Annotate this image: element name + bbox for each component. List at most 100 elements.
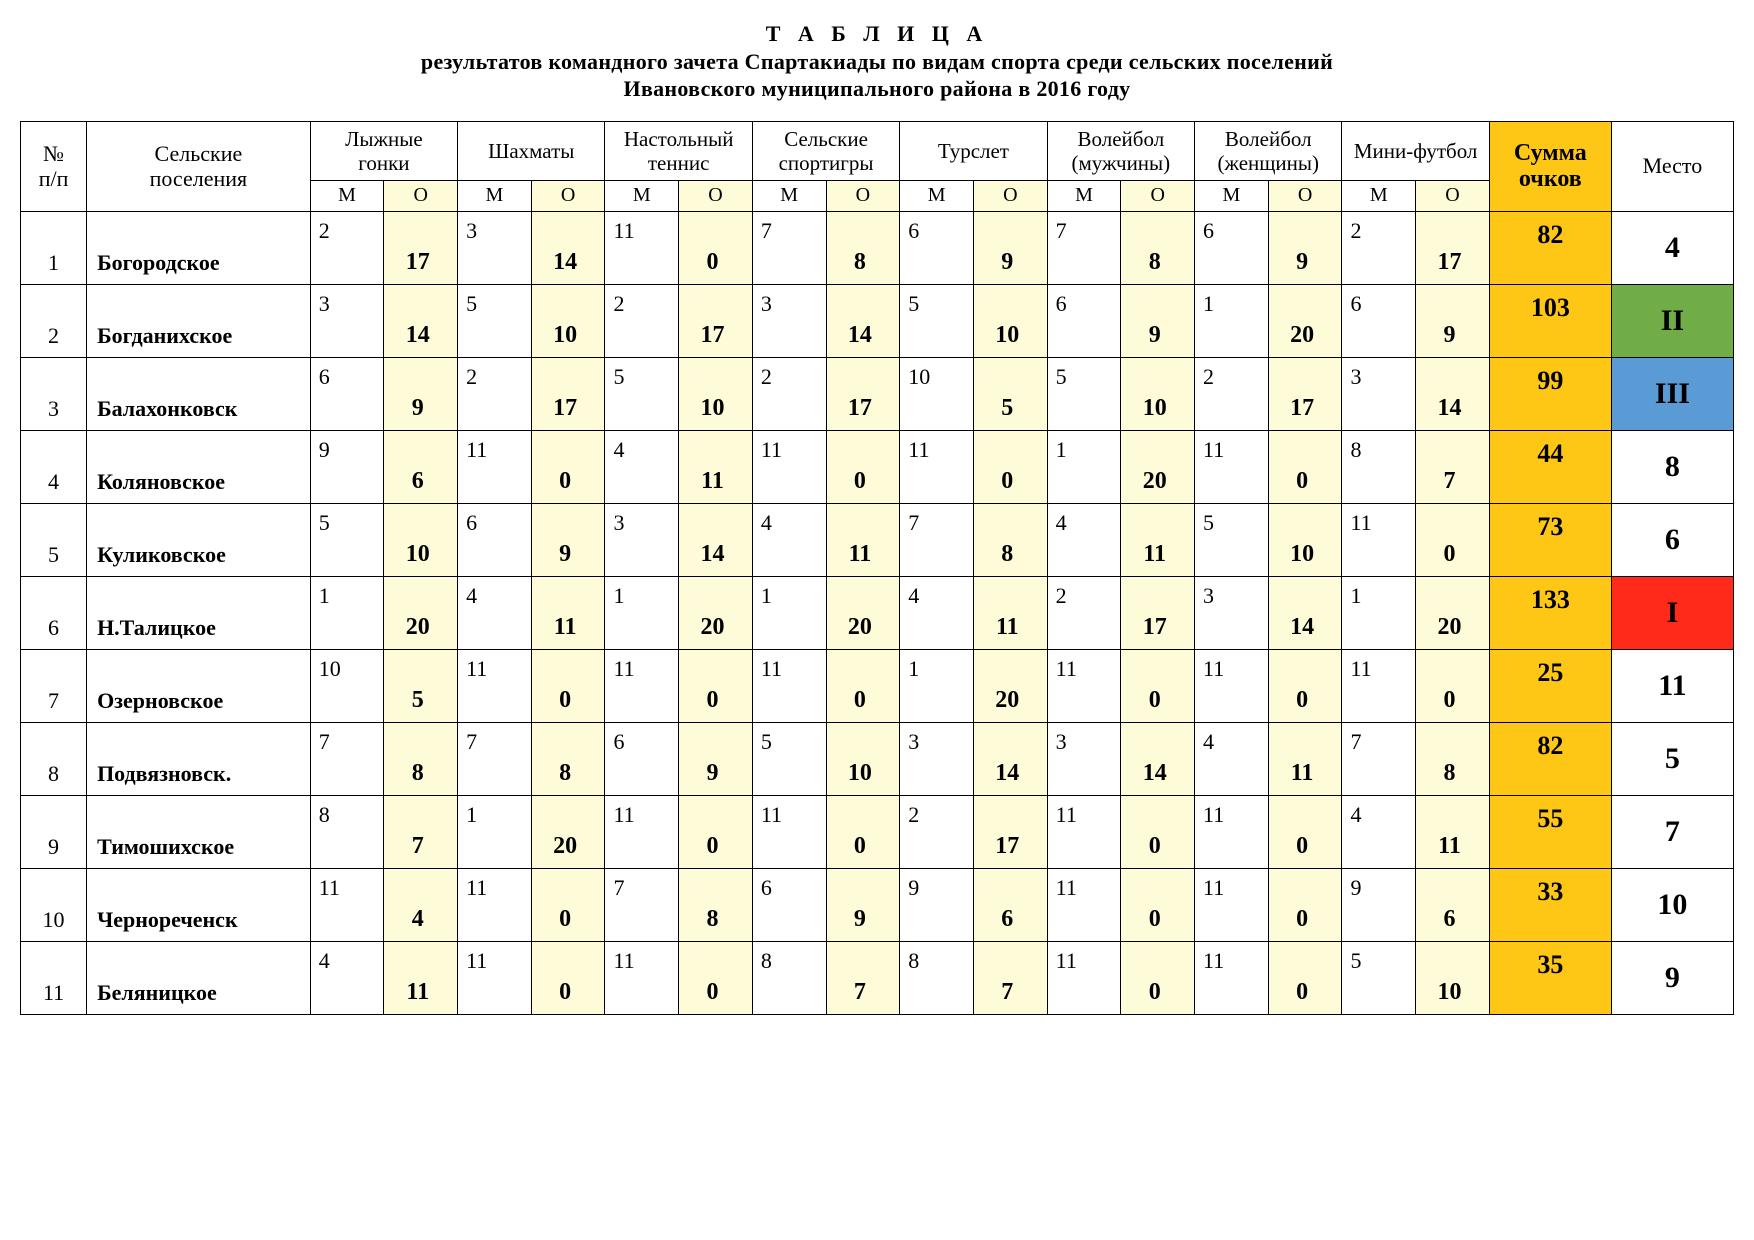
- cell-m: 11: [1342, 503, 1416, 576]
- cell-m: 11: [1195, 430, 1269, 503]
- cell-o: 10: [1416, 941, 1490, 1014]
- cell-o: 0: [1121, 649, 1195, 722]
- cell-o: 10: [384, 503, 458, 576]
- cell-o: 8: [384, 722, 458, 795]
- cell-o: 8: [531, 722, 605, 795]
- cell-o: 9: [973, 211, 1047, 284]
- cell-name: Богородское: [87, 211, 311, 284]
- cell-sum: 55: [1489, 795, 1611, 868]
- table-row: 9Тимошихское87120110110217110110411557: [21, 795, 1734, 868]
- cell-o: 0: [679, 795, 753, 868]
- cell-m: 5: [900, 284, 974, 357]
- cell-o: 20: [679, 576, 753, 649]
- cell-m: 4: [458, 576, 532, 649]
- cell-o: 14: [826, 284, 900, 357]
- cell-name: Коляновское: [87, 430, 311, 503]
- cell-m: 2: [1195, 357, 1269, 430]
- cell-o: 9: [531, 503, 605, 576]
- cell-m: 3: [310, 284, 384, 357]
- cell-m: 1: [1342, 576, 1416, 649]
- cell-o: 10: [1268, 503, 1342, 576]
- cell-m: 3: [752, 284, 826, 357]
- table-row: 10Чернореченск114110786996110110963310: [21, 868, 1734, 941]
- table-row: 2Богданихское3145102173145106912069103II: [21, 284, 1734, 357]
- cell-o: 14: [1268, 576, 1342, 649]
- title-line-1: Т А Б Л И Ц А: [20, 20, 1734, 48]
- cell-place: 4: [1611, 211, 1733, 284]
- cell-o: 10: [1121, 357, 1195, 430]
- cell-m: 8: [310, 795, 384, 868]
- cell-o: 0: [973, 430, 1047, 503]
- cell-o: 6: [1416, 868, 1490, 941]
- cell-m: 11: [458, 430, 532, 503]
- cell-sum: 103: [1489, 284, 1611, 357]
- cell-m: 2: [1047, 576, 1121, 649]
- cell-o: 0: [531, 430, 605, 503]
- cell-m: 2: [752, 357, 826, 430]
- cell-o: 14: [679, 503, 753, 576]
- cell-m: 7: [1047, 211, 1121, 284]
- header-sub-o-5: О: [1121, 180, 1195, 211]
- cell-o: 11: [384, 941, 458, 1014]
- header-sport-4: Турслет: [900, 121, 1047, 180]
- cell-o: 20: [1268, 284, 1342, 357]
- header-sub-o-3: О: [826, 180, 900, 211]
- cell-o: 0: [1268, 649, 1342, 722]
- cell-m: 10: [310, 649, 384, 722]
- cell-place: II: [1611, 284, 1733, 357]
- header-sub-m-4: М: [900, 180, 974, 211]
- cell-o: 0: [1121, 868, 1195, 941]
- cell-m: 9: [900, 868, 974, 941]
- cell-o: 14: [1121, 722, 1195, 795]
- cell-sum: 133: [1489, 576, 1611, 649]
- cell-num: 6: [21, 576, 87, 649]
- cell-m: 7: [458, 722, 532, 795]
- cell-m: 2: [605, 284, 679, 357]
- table-row: 3Балахонковск6921751021710551021731499II…: [21, 357, 1734, 430]
- cell-name: Тимошихское: [87, 795, 311, 868]
- cell-o: 11: [531, 576, 605, 649]
- cell-m: 1: [310, 576, 384, 649]
- cell-o: 7: [973, 941, 1047, 1014]
- cell-o: 20: [1416, 576, 1490, 649]
- cell-m: 6: [900, 211, 974, 284]
- cell-m: 5: [605, 357, 679, 430]
- cell-m: 4: [1195, 722, 1269, 795]
- cell-o: 0: [1268, 868, 1342, 941]
- cell-o: 0: [1416, 649, 1490, 722]
- cell-o: 5: [384, 649, 458, 722]
- header-sub-o-4: О: [973, 180, 1047, 211]
- cell-o: 11: [1416, 795, 1490, 868]
- cell-o: 8: [1416, 722, 1490, 795]
- cell-sum: 44: [1489, 430, 1611, 503]
- cell-m: 2: [1342, 211, 1416, 284]
- cell-m: 11: [605, 211, 679, 284]
- header-sport-3: Сельскиеспортигры: [752, 121, 899, 180]
- cell-o: 17: [531, 357, 605, 430]
- header-sub-m-0: М: [310, 180, 384, 211]
- cell-place: 11: [1611, 649, 1733, 722]
- cell-place: 10: [1611, 868, 1733, 941]
- cell-place: 9: [1611, 941, 1733, 1014]
- cell-o: 0: [679, 211, 753, 284]
- cell-o: 10: [973, 284, 1047, 357]
- cell-place: 7: [1611, 795, 1733, 868]
- cell-m: 4: [1342, 795, 1416, 868]
- cell-m: 11: [1195, 795, 1269, 868]
- cell-m: 3: [605, 503, 679, 576]
- cell-m: 11: [605, 649, 679, 722]
- cell-sum: 35: [1489, 941, 1611, 1014]
- cell-o: 10: [679, 357, 753, 430]
- cell-o: 6: [384, 430, 458, 503]
- header-place: Место: [1611, 121, 1733, 211]
- cell-name: Богданихское: [87, 284, 311, 357]
- cell-m: 7: [900, 503, 974, 576]
- header-sport-2: Настольныйтеннис: [605, 121, 752, 180]
- header-sport-1: Шахматы: [458, 121, 605, 180]
- cell-place: 5: [1611, 722, 1733, 795]
- cell-m: 11: [1047, 868, 1121, 941]
- cell-m: 10: [900, 357, 974, 430]
- cell-sum: 33: [1489, 868, 1611, 941]
- cell-m: 4: [900, 576, 974, 649]
- cell-m: 6: [310, 357, 384, 430]
